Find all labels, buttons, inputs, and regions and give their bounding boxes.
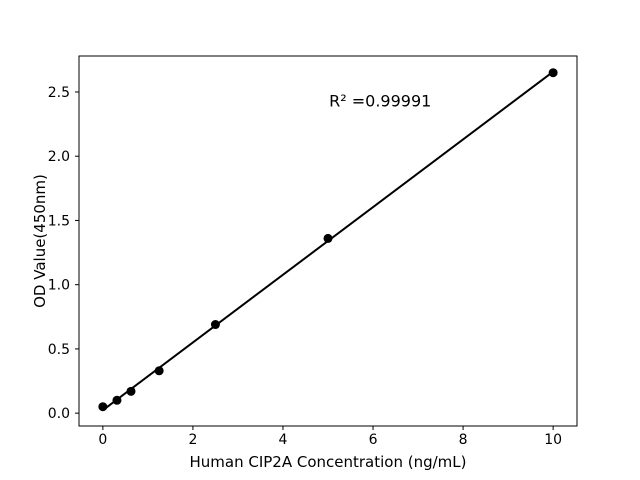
data-point <box>112 395 122 405</box>
x-tick-label: 4 <box>279 432 288 448</box>
data-point <box>98 402 108 412</box>
data-point <box>210 320 220 330</box>
y-tick-label: 1.5 <box>48 213 70 229</box>
x-tick-label: 6 <box>369 432 378 448</box>
r-squared-annotation: R² =0.99991 <box>329 91 432 111</box>
data-point <box>154 366 164 376</box>
data-point <box>548 68 558 78</box>
plot-spines <box>78 55 578 427</box>
data-point <box>126 386 136 396</box>
y-tick-label: 2.0 <box>48 149 70 165</box>
y-axis-label: OD Value(450nm) <box>31 174 49 308</box>
x-tick-label: 2 <box>188 432 197 448</box>
y-tick-label: 0.0 <box>48 406 70 422</box>
y-tick-label: 2.5 <box>48 85 70 101</box>
y-tick-label: 0.5 <box>48 342 70 358</box>
x-tick-label: 10 <box>544 432 562 448</box>
x-axis-label: Human CIP2A Concentration (ng/mL) <box>189 453 467 471</box>
y-tick-label: 1.0 <box>48 278 70 294</box>
x-tick-label: 8 <box>459 432 468 448</box>
data-point <box>323 233 333 243</box>
x-tick-label: 0 <box>98 432 107 448</box>
